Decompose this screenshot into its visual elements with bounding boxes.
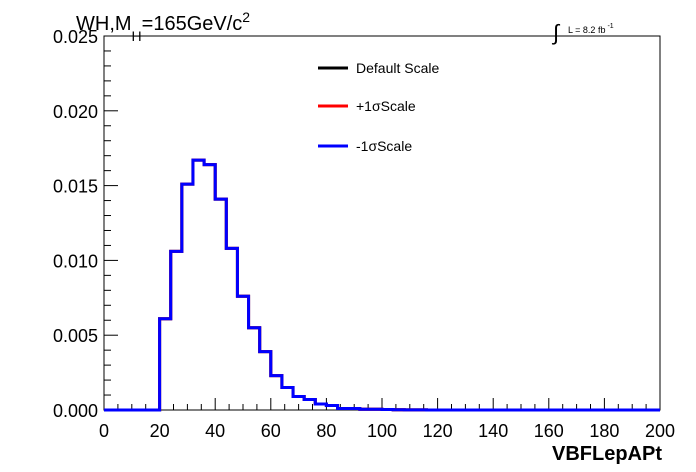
x-tick-label: 140 bbox=[478, 421, 508, 441]
x-tick-label: 80 bbox=[316, 421, 336, 441]
chart-title: WH,MH=165GeV/c2 bbox=[76, 9, 250, 44]
chart-title-rest: =165GeV/c bbox=[142, 13, 243, 35]
integral-sign: ∫ bbox=[551, 20, 561, 45]
luminosity-label: L = 8.2 fb -1 bbox=[568, 23, 614, 35]
x-tick-label: 120 bbox=[423, 421, 453, 441]
series-line-minus-sigma bbox=[104, 158, 660, 412]
legend-label-default: Default Scale bbox=[356, 60, 439, 76]
legend-label-plus-sigma: +1σScale bbox=[356, 98, 416, 114]
x-tick-label: 160 bbox=[534, 421, 564, 441]
legend: Default Scale +1σScale -1σScale bbox=[318, 60, 439, 154]
x-tick-label: 200 bbox=[645, 421, 675, 441]
x-tick-label: 60 bbox=[261, 421, 281, 441]
y-tick-labels: 0.000 0.005 0.010 0.015 0.020 0.025 bbox=[53, 27, 98, 421]
y-tick-label: 0.025 bbox=[53, 27, 98, 47]
x-tick-label: 180 bbox=[589, 421, 619, 441]
legend-label-minus-sigma: -1σScale bbox=[356, 138, 412, 154]
x-tick-label: 20 bbox=[150, 421, 170, 441]
chart-title-superscript: 2 bbox=[242, 9, 250, 25]
luminosity-text: L = 8.2 fb bbox=[568, 25, 605, 35]
luminosity-superscript: -1 bbox=[607, 23, 613, 30]
x-tick-label: 40 bbox=[205, 421, 225, 441]
y-tick-label: 0.005 bbox=[53, 326, 98, 346]
x-tick-label: 0 bbox=[99, 421, 109, 441]
y-tick-label: 0.000 bbox=[53, 401, 98, 421]
y-tick-label: 0.010 bbox=[53, 251, 98, 271]
x-axis-label: VBFLepAPt bbox=[552, 443, 662, 465]
chart-title-main: WH,M bbox=[76, 13, 132, 35]
y-tick-label: 0.015 bbox=[53, 177, 98, 197]
x-tick-labels: 0 20 40 60 80 100 120 140 160 180 200 bbox=[99, 421, 675, 441]
series-layer bbox=[104, 158, 660, 412]
y-tick-label: 0.020 bbox=[53, 102, 98, 122]
x-tick-label: 100 bbox=[367, 421, 397, 441]
